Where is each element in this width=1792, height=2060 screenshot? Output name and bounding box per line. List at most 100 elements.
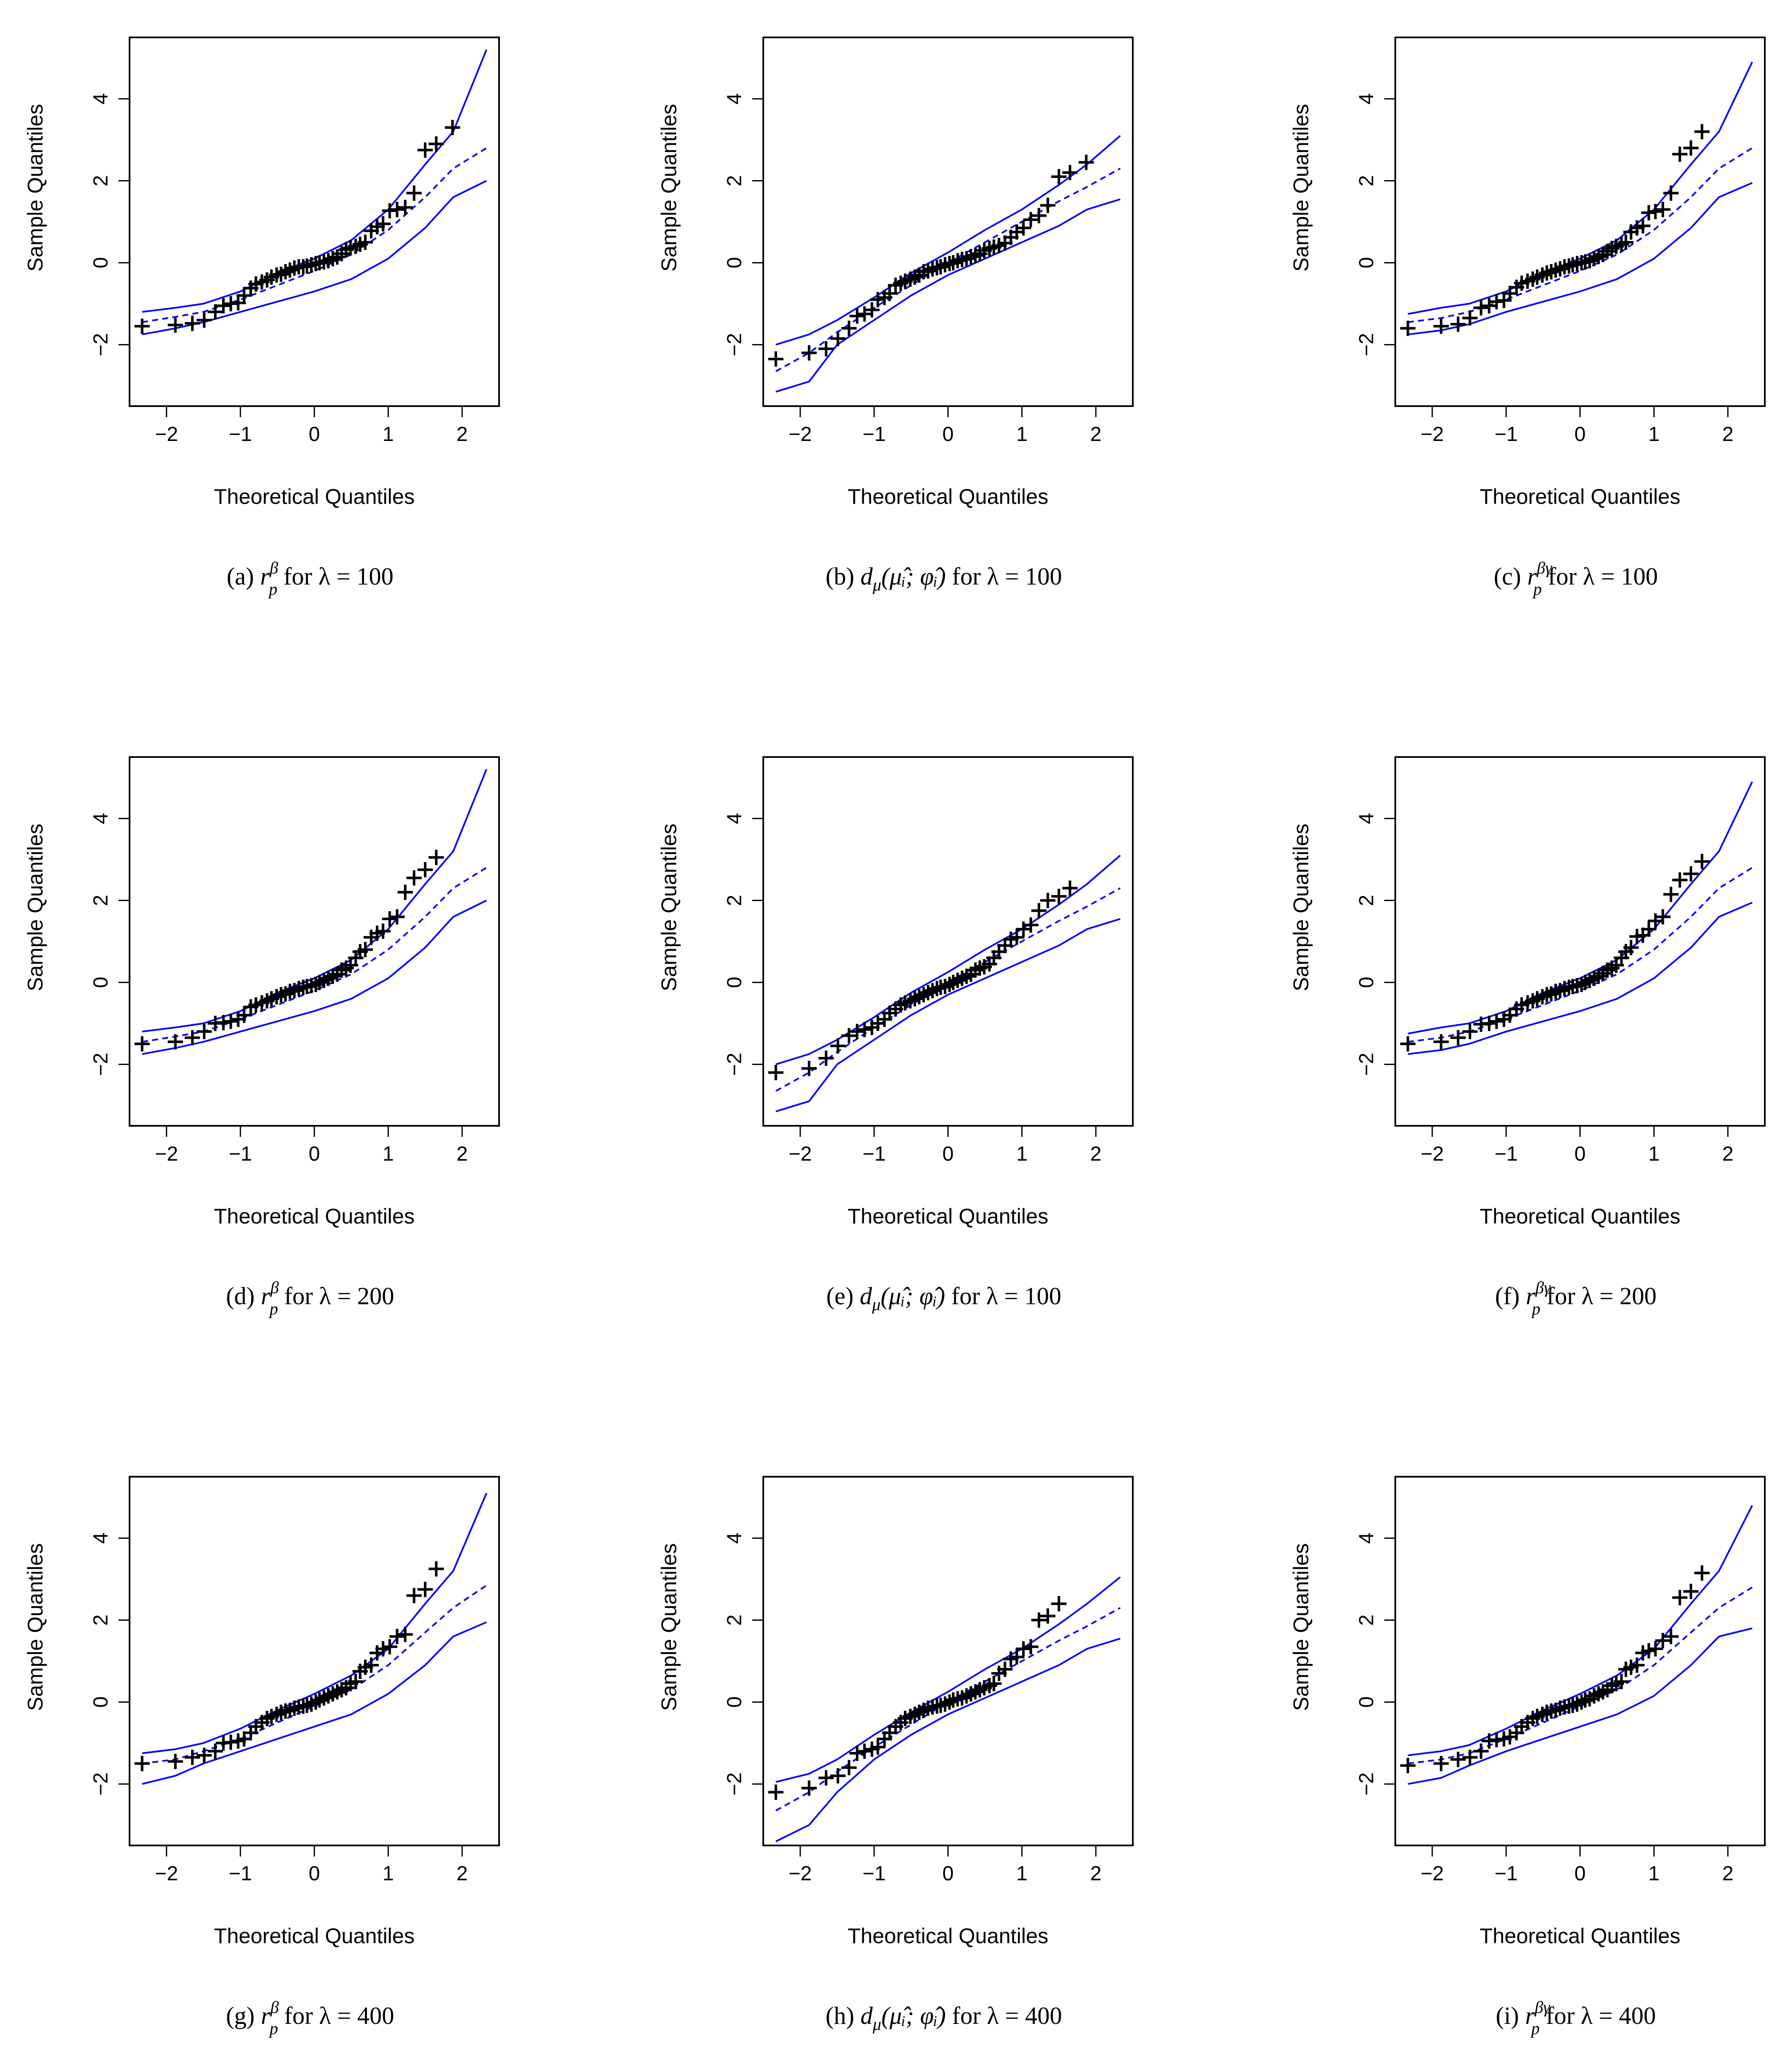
data-point [1433, 1756, 1449, 1772]
envelope-lower-line [776, 198, 1120, 393]
data-point [406, 185, 422, 201]
data-point [801, 1780, 817, 1796]
x-tick-label: −1 [863, 423, 886, 446]
data-point [1574, 977, 1589, 992]
data-point [167, 317, 183, 333]
envelope-lower-line [775, 1638, 1120, 1842]
data-point [1574, 1694, 1589, 1710]
plot-frame [129, 1476, 500, 1846]
x-tick-label: −2 [789, 423, 812, 446]
data-point [1062, 880, 1078, 896]
panel-d: −2 −1 0 1 2 −2 0 2 4 Theoretical Quantiles Sample … [23, 756, 500, 1318]
data-point [1023, 212, 1039, 228]
x-tick-label: −1 [863, 1862, 886, 1885]
envelope-lower-line [1408, 182, 1753, 336]
x-tick-label: −2 [155, 1862, 178, 1885]
y-tick-label: 2 [90, 895, 112, 906]
data-point [134, 318, 150, 334]
data-point [818, 341, 834, 356]
x-tick-label: −1 [1495, 423, 1518, 446]
panel-f: −2 −1 0 1 2 −2 0 2 4 Theoretical Quantiles Sample … [1289, 756, 1766, 1318]
data-point [1614, 1674, 1629, 1690]
y-tick-label: 2 [90, 175, 112, 187]
data-point [1051, 888, 1067, 904]
data-point [429, 1561, 444, 1577]
x-tick-label: 0 [309, 1143, 320, 1165]
x-tick-label: −1 [229, 1143, 252, 1165]
x-tick-label: 1 [1648, 1862, 1660, 1885]
y-tick-label: 4 [723, 813, 746, 824]
x-axis-label: Theoretical Quantiles [1480, 1204, 1680, 1228]
data-point [418, 862, 433, 878]
data-point [406, 1588, 422, 1603]
x-tick-label: −2 [1421, 1143, 1444, 1165]
x-tick-label: −1 [1495, 1862, 1518, 1885]
x-tick-label: −2 [155, 423, 178, 446]
x-tick-label: 1 [383, 1862, 394, 1885]
data-point [1450, 1030, 1466, 1046]
y-tick-label: 0 [90, 1696, 112, 1708]
envelope-median-line [142, 867, 487, 1043]
data-point [768, 1784, 784, 1800]
data-point [1694, 1565, 1710, 1581]
data-point [1016, 220, 1031, 236]
x-tick-label: −1 [229, 1862, 252, 1885]
envelope-upper-line [776, 1576, 1121, 1783]
x-tick-label: 2 [1722, 1862, 1734, 1885]
plot-frame [1394, 756, 1766, 1127]
data-point [1462, 1749, 1478, 1765]
data-point [1672, 872, 1688, 888]
data-point [849, 1024, 865, 1040]
data-point [830, 1038, 846, 1054]
panel-g: −2 −1 0 1 2 −2 0 2 4 Theoretical Quantiles Sample … [23, 1476, 500, 2038]
x-tick-label: −1 [229, 423, 252, 446]
envelope-upper-line [776, 854, 1121, 1065]
plot-frame [129, 756, 500, 1127]
y-tick-label: −2 [1355, 1772, 1378, 1796]
data-point [1009, 930, 1024, 945]
y-tick-label: 2 [1355, 895, 1378, 906]
x-tick-label: 2 [457, 423, 468, 446]
y-tick-label: 4 [723, 1532, 746, 1544]
data-point [1481, 1015, 1497, 1031]
x-tick-label: −1 [1495, 1143, 1518, 1165]
x-tick-label: −1 [863, 1143, 886, 1165]
panel-caption: (i) rβγ p for λ = 400 [1496, 1998, 1656, 2038]
data-point [1433, 1034, 1449, 1050]
data-point [134, 1036, 150, 1052]
data-point [818, 1050, 834, 1066]
panel-e: −2 −1 0 1 2 −2 0 2 4 Theoretical Quantiles Sample … [657, 756, 1134, 1314]
data-point [997, 1662, 1013, 1677]
y-tick-label: 2 [723, 175, 746, 187]
envelope-upper-line [142, 769, 488, 1033]
panel-caption: (d) rβ p for λ = 200 [226, 1278, 394, 1318]
x-tick-label: 0 [943, 1143, 954, 1165]
data-point [818, 1770, 834, 1786]
data-point [236, 1007, 252, 1023]
data-point [406, 870, 422, 886]
data-point [857, 1744, 872, 1759]
x-tick-label: −2 [1421, 423, 1444, 446]
data-point [389, 909, 405, 925]
data-point [418, 142, 433, 158]
x-tick-label: 1 [1016, 1862, 1028, 1885]
y-tick-label: 4 [1355, 813, 1378, 824]
x-axis-label: Theoretical Quantiles [214, 485, 415, 509]
x-axis-label: Theoretical Quantiles [848, 1204, 1048, 1228]
x-axis-label: Theoretical Quantiles [1480, 485, 1680, 509]
envelope-median-line [1408, 147, 1753, 323]
envelope-upper-line [142, 49, 488, 313]
data-point [1618, 235, 1634, 250]
data-point [1400, 1036, 1416, 1052]
data-point [382, 911, 398, 927]
envelope-lower-line [1408, 901, 1753, 1055]
data-point [358, 235, 373, 250]
data-point [1663, 887, 1679, 902]
data-point [358, 942, 373, 958]
x-tick-label: 1 [383, 1143, 394, 1165]
plot-frame [129, 37, 500, 407]
y-tick-label: −2 [723, 333, 746, 356]
x-tick-label: 2 [457, 1143, 468, 1165]
x-tick-label: −2 [789, 1143, 812, 1165]
y-tick-label: 0 [1355, 257, 1378, 268]
